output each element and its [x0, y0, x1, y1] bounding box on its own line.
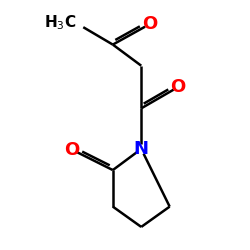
Text: H$_3$C: H$_3$C	[44, 14, 76, 32]
Text: O: O	[142, 15, 157, 33]
Text: O: O	[64, 141, 80, 159]
Text: O: O	[170, 78, 186, 96]
Text: N: N	[134, 140, 149, 158]
